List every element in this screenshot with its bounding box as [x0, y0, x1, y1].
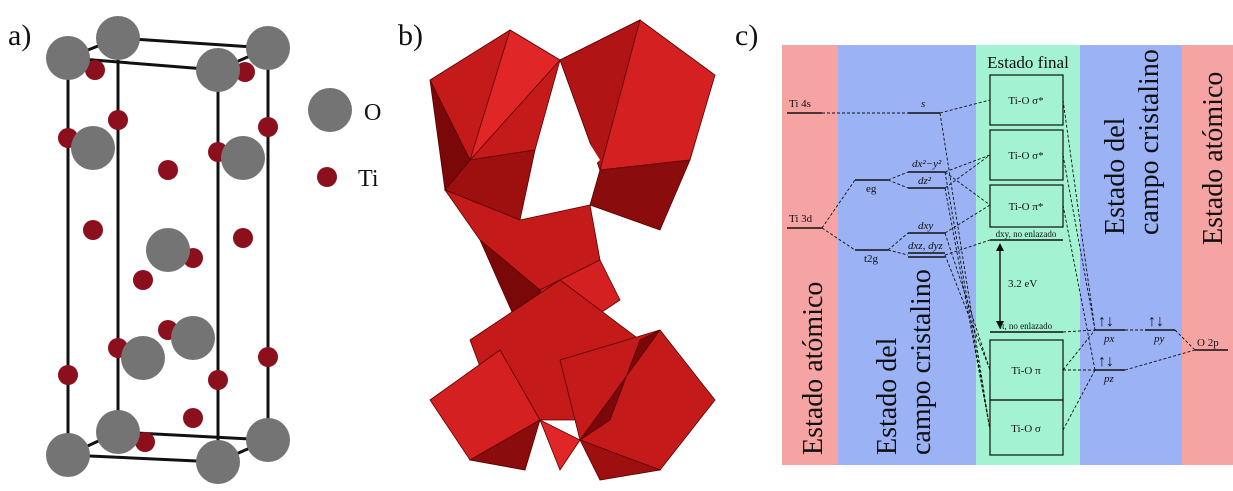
- panel-c: c) Estado atómico Estado del campo crist…: [735, 19, 1233, 465]
- column-bg: [1080, 45, 1182, 465]
- level-label: dxy: [918, 220, 933, 232]
- level-label: dx²−y²: [912, 158, 942, 170]
- column-title: Estado atómico: [798, 282, 829, 455]
- legend-swatch: [317, 167, 337, 187]
- electrons: ↑↓: [1098, 313, 1114, 330]
- column-title: Estado atómico: [1198, 72, 1229, 245]
- legend-label: O: [364, 100, 381, 126]
- column-bg: [976, 45, 1080, 465]
- gap-label: 3.2 eV: [1008, 278, 1037, 290]
- level-label: py: [1153, 333, 1165, 345]
- level-label: dxz, dyz: [908, 240, 944, 252]
- box-label: Ti-O π*: [1009, 201, 1044, 213]
- panel-label: b): [398, 19, 423, 52]
- column-title: campo cristalino: [906, 269, 937, 455]
- o-atoms: [46, 16, 290, 484]
- level-label: s: [921, 98, 925, 110]
- level-label: eg: [866, 183, 877, 195]
- panel-label: a): [8, 19, 31, 52]
- electrons: ↑↓: [1148, 313, 1164, 330]
- box-label: Ti-O σ*: [1008, 150, 1043, 162]
- electrons: ↑↓: [1098, 353, 1114, 370]
- legend-label: Ti: [358, 166, 379, 192]
- figure: a) O Ti b): [0, 0, 1233, 491]
- level-label: px: [1103, 333, 1115, 345]
- level-label: dxy, no enlazado: [996, 229, 1057, 239]
- level-label: O 2p: [1197, 337, 1219, 349]
- level-label: pz: [1103, 373, 1115, 385]
- level-label: dz²: [918, 175, 932, 187]
- level-label: t2g: [864, 253, 879, 265]
- column-title: Estado del: [1100, 117, 1131, 235]
- column-title: Estado final: [987, 53, 1069, 72]
- polyhedra: [430, 20, 715, 480]
- panel-label: c): [735, 19, 758, 52]
- panel-a: a) O Ti: [8, 16, 381, 484]
- column-title: Estado del: [872, 337, 903, 455]
- box-label: Ti-O σ*: [1008, 95, 1043, 107]
- legend-swatch: [308, 88, 352, 132]
- box-label: Ti-O σ: [1011, 423, 1041, 435]
- level-label: Ti 3d: [789, 213, 813, 225]
- level-label: π, no enlazado: [1000, 321, 1053, 331]
- panel-b: b): [398, 19, 715, 480]
- level-label: Ti 4s: [789, 98, 811, 110]
- box-label: Ti-O π: [1011, 365, 1041, 377]
- column-title: campo cristalino: [1134, 49, 1165, 235]
